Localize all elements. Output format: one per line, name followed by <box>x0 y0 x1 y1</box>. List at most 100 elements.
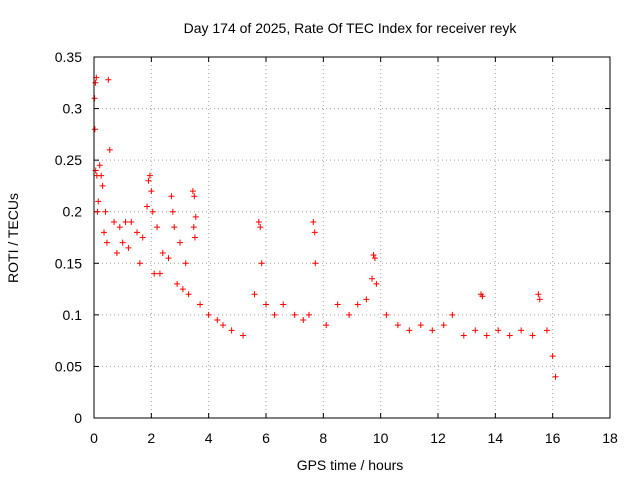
data-point <box>373 280 380 287</box>
y-tick-label: 0.25 <box>55 152 82 168</box>
data-point <box>535 291 542 298</box>
data-point <box>271 311 278 318</box>
data-point <box>479 293 486 300</box>
data-point <box>169 208 176 215</box>
data-point <box>370 252 377 259</box>
data-point <box>106 146 113 153</box>
data-point <box>354 301 361 308</box>
data-point <box>460 332 467 339</box>
data-point <box>529 332 536 339</box>
data-point <box>205 311 212 318</box>
data-point <box>182 260 189 267</box>
data-point <box>506 332 513 339</box>
data-point <box>543 327 550 334</box>
data-point <box>495 327 502 334</box>
data-point <box>116 224 123 231</box>
chart-title: Day 174 of 2025, Rate Of TEC Index for r… <box>184 20 518 36</box>
data-point <box>251 291 258 298</box>
data-point <box>311 229 318 236</box>
axis-ticks: 0 2 4 6 8 10 12 14 16 18 0 0.05 0.1 0.15 0.2 0.25 0.3 0.3… <box>55 49 618 446</box>
data-point <box>139 234 146 241</box>
y-axis-label: ROTI / TECUs <box>5 193 21 283</box>
data-point <box>125 244 132 251</box>
data-points <box>91 74 559 380</box>
data-point <box>371 255 378 262</box>
x-tick-label: 6 <box>262 430 270 446</box>
data-point <box>111 219 118 226</box>
data-point <box>429 327 436 334</box>
data-point <box>536 296 543 303</box>
data-point <box>263 301 269 308</box>
data-point <box>483 332 490 339</box>
grid-lines <box>94 57 610 418</box>
x-tick-label: 12 <box>430 430 446 446</box>
x-tick-label: 4 <box>205 430 213 446</box>
data-point <box>144 203 151 210</box>
data-point <box>310 219 317 226</box>
data-point <box>255 219 262 226</box>
data-point <box>334 301 341 308</box>
data-point <box>197 301 204 308</box>
data-point <box>280 301 287 308</box>
data-point <box>119 239 126 246</box>
data-point <box>136 260 143 267</box>
data-point <box>94 208 101 215</box>
data-point <box>191 234 198 241</box>
data-point <box>220 322 226 329</box>
data-point <box>228 327 235 334</box>
x-tick-label: 0 <box>90 430 98 446</box>
data-point <box>103 239 110 246</box>
data-point <box>168 193 175 200</box>
x-tick-label: 14 <box>488 430 504 446</box>
data-point <box>518 327 525 334</box>
data-point <box>291 311 298 318</box>
data-point <box>101 229 108 236</box>
x-axis-label: GPS time / hours <box>297 457 404 473</box>
x-tick-label: 18 <box>602 430 618 446</box>
data-point <box>165 255 172 262</box>
data-point <box>406 327 413 334</box>
data-point <box>91 95 98 102</box>
data-point <box>191 193 198 200</box>
y-tick-label: 0.2 <box>63 204 83 220</box>
data-point <box>346 311 353 318</box>
y-tick-label: 0.15 <box>55 255 82 271</box>
data-point <box>149 208 156 215</box>
plot-frame <box>93 56 611 419</box>
data-point <box>148 188 155 195</box>
y-tick-label: 0.35 <box>55 49 82 65</box>
y-tick-label: 0 <box>74 410 82 426</box>
data-point <box>417 322 424 329</box>
data-point <box>151 270 158 277</box>
data-point <box>174 280 181 287</box>
data-point <box>146 172 153 179</box>
data-point <box>113 249 120 256</box>
data-point <box>105 76 112 83</box>
data-point <box>145 177 152 184</box>
data-point <box>171 224 178 231</box>
x-tick-label: 10 <box>373 430 389 446</box>
data-point <box>128 219 135 226</box>
x-tick-label: 16 <box>545 430 561 446</box>
y-tick-label: 0.3 <box>63 101 83 117</box>
data-point <box>154 224 161 231</box>
data-point <box>98 172 105 179</box>
data-point <box>102 208 109 215</box>
x-tick-label: 2 <box>147 430 155 446</box>
data-point <box>306 311 312 318</box>
data-point <box>449 311 456 318</box>
data-point <box>440 322 447 329</box>
data-point <box>214 317 221 324</box>
y-tick-label: 0.05 <box>55 358 82 374</box>
data-point <box>134 229 140 236</box>
data-point <box>258 260 265 267</box>
data-point <box>300 317 307 324</box>
data-point <box>472 327 479 334</box>
data-point <box>190 224 197 231</box>
data-point <box>177 239 183 246</box>
data-point <box>92 79 99 86</box>
y-tick-label: 0.1 <box>63 307 83 323</box>
data-point <box>185 291 192 298</box>
data-point <box>99 182 106 189</box>
